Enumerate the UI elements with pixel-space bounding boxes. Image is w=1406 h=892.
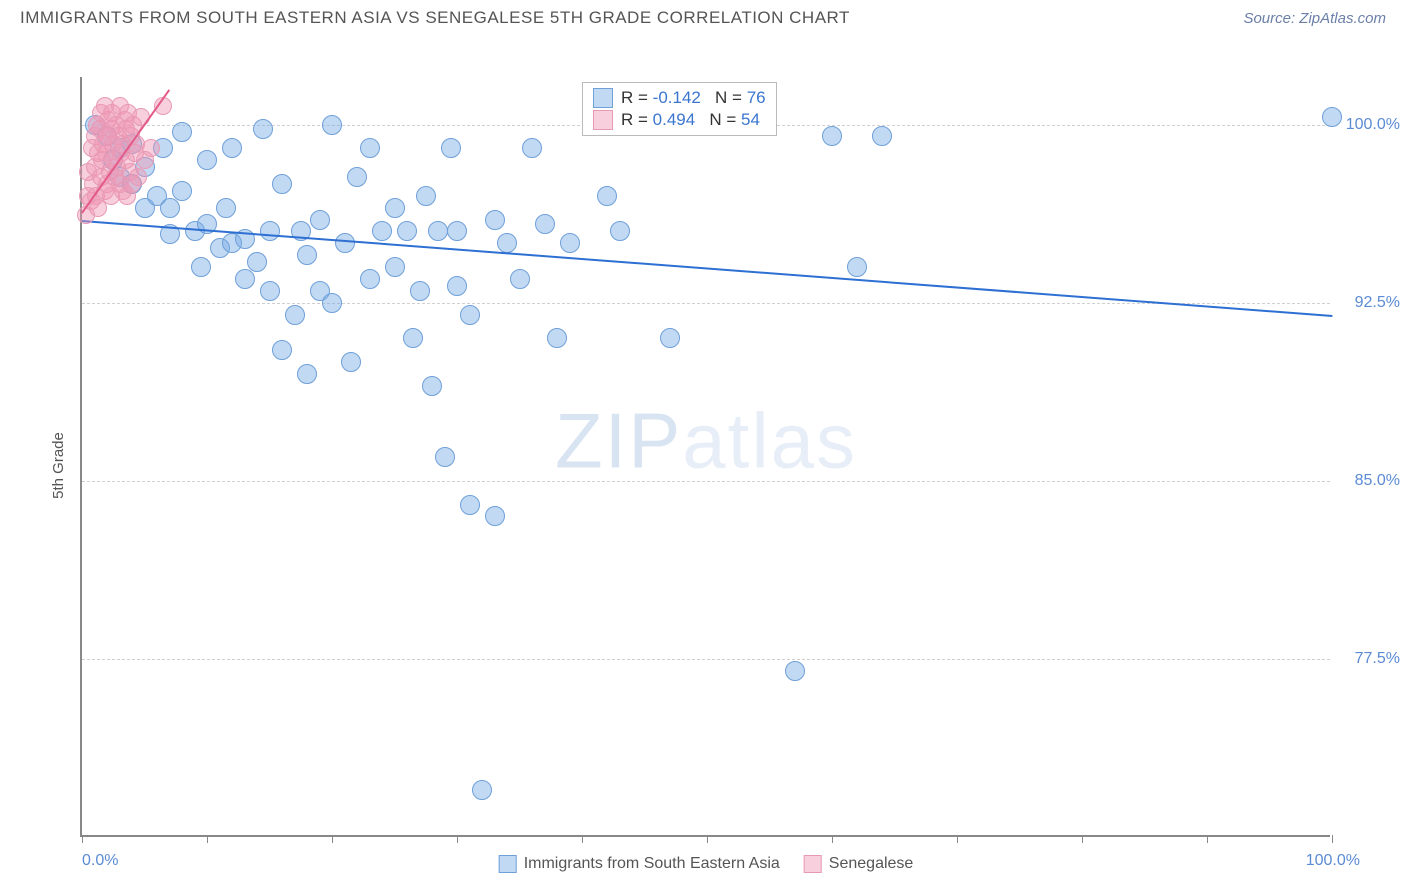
grid-line [82, 481, 1330, 482]
data-point [253, 119, 273, 139]
data-point [260, 281, 280, 301]
x-tick [582, 835, 583, 843]
data-point [216, 198, 236, 218]
data-point [272, 340, 292, 360]
y-axis-title: 5th Grade [50, 432, 67, 499]
data-point [847, 257, 867, 277]
data-point [347, 167, 367, 187]
x-tick [1082, 835, 1083, 843]
x-tick [707, 835, 708, 843]
legend-series-label: Immigrants from South Eastern Asia [524, 855, 780, 873]
x-tick [832, 835, 833, 843]
data-point [285, 305, 305, 325]
data-point [222, 138, 242, 158]
grid-line [82, 659, 1330, 660]
data-point [322, 115, 342, 135]
data-point [485, 506, 505, 526]
legend-stats: R = -0.142 N = 76R = 0.494 N = 54 [582, 82, 777, 136]
grid-line [82, 303, 1330, 304]
y-tick-label: 85.0% [1340, 472, 1400, 490]
data-point [428, 221, 448, 241]
data-point [522, 138, 542, 158]
legend-stats-text: R = -0.142 N = 76 [621, 88, 766, 108]
data-point [460, 495, 480, 515]
data-point [310, 210, 330, 230]
y-tick-label: 77.5% [1340, 650, 1400, 668]
x-label-max: 100.0% [1306, 852, 1360, 870]
data-point [235, 269, 255, 289]
data-point [197, 150, 217, 170]
data-point [485, 210, 505, 230]
legend-stats-row: R = 0.494 N = 54 [593, 109, 766, 131]
x-tick [207, 835, 208, 843]
x-label-min: 0.0% [82, 852, 118, 870]
data-point [385, 198, 405, 218]
data-point [335, 233, 355, 253]
legend-stats-text: R = 0.494 N = 54 [621, 110, 760, 130]
watermark: ZIPatlas [555, 395, 857, 486]
y-tick-label: 92.5% [1340, 294, 1400, 312]
legend-series-item: Senegalese [804, 855, 914, 873]
x-tick [1332, 835, 1333, 843]
data-point [610, 221, 630, 241]
x-tick [957, 835, 958, 843]
data-point [160, 198, 180, 218]
data-point [460, 305, 480, 325]
data-point [547, 328, 567, 348]
data-point [385, 257, 405, 277]
data-point [416, 186, 436, 206]
data-point [410, 281, 430, 301]
data-point [447, 221, 467, 241]
data-point [497, 233, 517, 253]
legend-stats-row: R = -0.142 N = 76 [593, 87, 766, 109]
data-point [435, 447, 455, 467]
data-point [322, 293, 342, 313]
y-tick-label: 100.0% [1340, 116, 1400, 134]
x-tick [457, 835, 458, 843]
legend-series: Immigrants from South Eastern Asia Senega… [499, 855, 914, 873]
legend-swatch [499, 855, 517, 873]
data-point [1322, 107, 1342, 127]
data-point [785, 661, 805, 681]
data-point [260, 221, 280, 241]
data-point [360, 269, 380, 289]
data-point [397, 221, 417, 241]
data-point [172, 181, 192, 201]
data-point [660, 328, 680, 348]
data-point [535, 214, 555, 234]
data-point [597, 186, 617, 206]
chart-title: IMMIGRANTS FROM SOUTH EASTERN ASIA VS SE… [20, 8, 850, 28]
source-attribution: Source: ZipAtlas.com [1243, 10, 1386, 27]
data-point [403, 328, 423, 348]
data-point [297, 364, 317, 384]
x-tick [332, 835, 333, 843]
data-point [247, 252, 267, 272]
data-point [441, 138, 461, 158]
data-point [297, 245, 317, 265]
data-point [510, 269, 530, 289]
data-point [872, 126, 892, 146]
data-point [191, 257, 211, 277]
x-tick [82, 835, 83, 843]
data-point [822, 126, 842, 146]
legend-series-label: Senegalese [829, 855, 914, 873]
data-point [142, 139, 160, 157]
data-point [341, 352, 361, 372]
data-point [172, 122, 192, 142]
legend-swatch [593, 110, 613, 130]
legend-swatch [593, 88, 613, 108]
plot-area: ZIPatlas 100.0%92.5%85.0%77.5%0.0%100.0%… [80, 77, 1330, 837]
x-tick [1207, 835, 1208, 843]
legend-series-item: Immigrants from South Eastern Asia [499, 855, 780, 873]
data-point [129, 168, 147, 186]
data-point [372, 221, 392, 241]
legend-swatch [804, 855, 822, 873]
data-point [472, 780, 492, 800]
data-point [422, 376, 442, 396]
data-point [360, 138, 380, 158]
data-point [272, 174, 292, 194]
data-point [560, 233, 580, 253]
data-point [447, 276, 467, 296]
